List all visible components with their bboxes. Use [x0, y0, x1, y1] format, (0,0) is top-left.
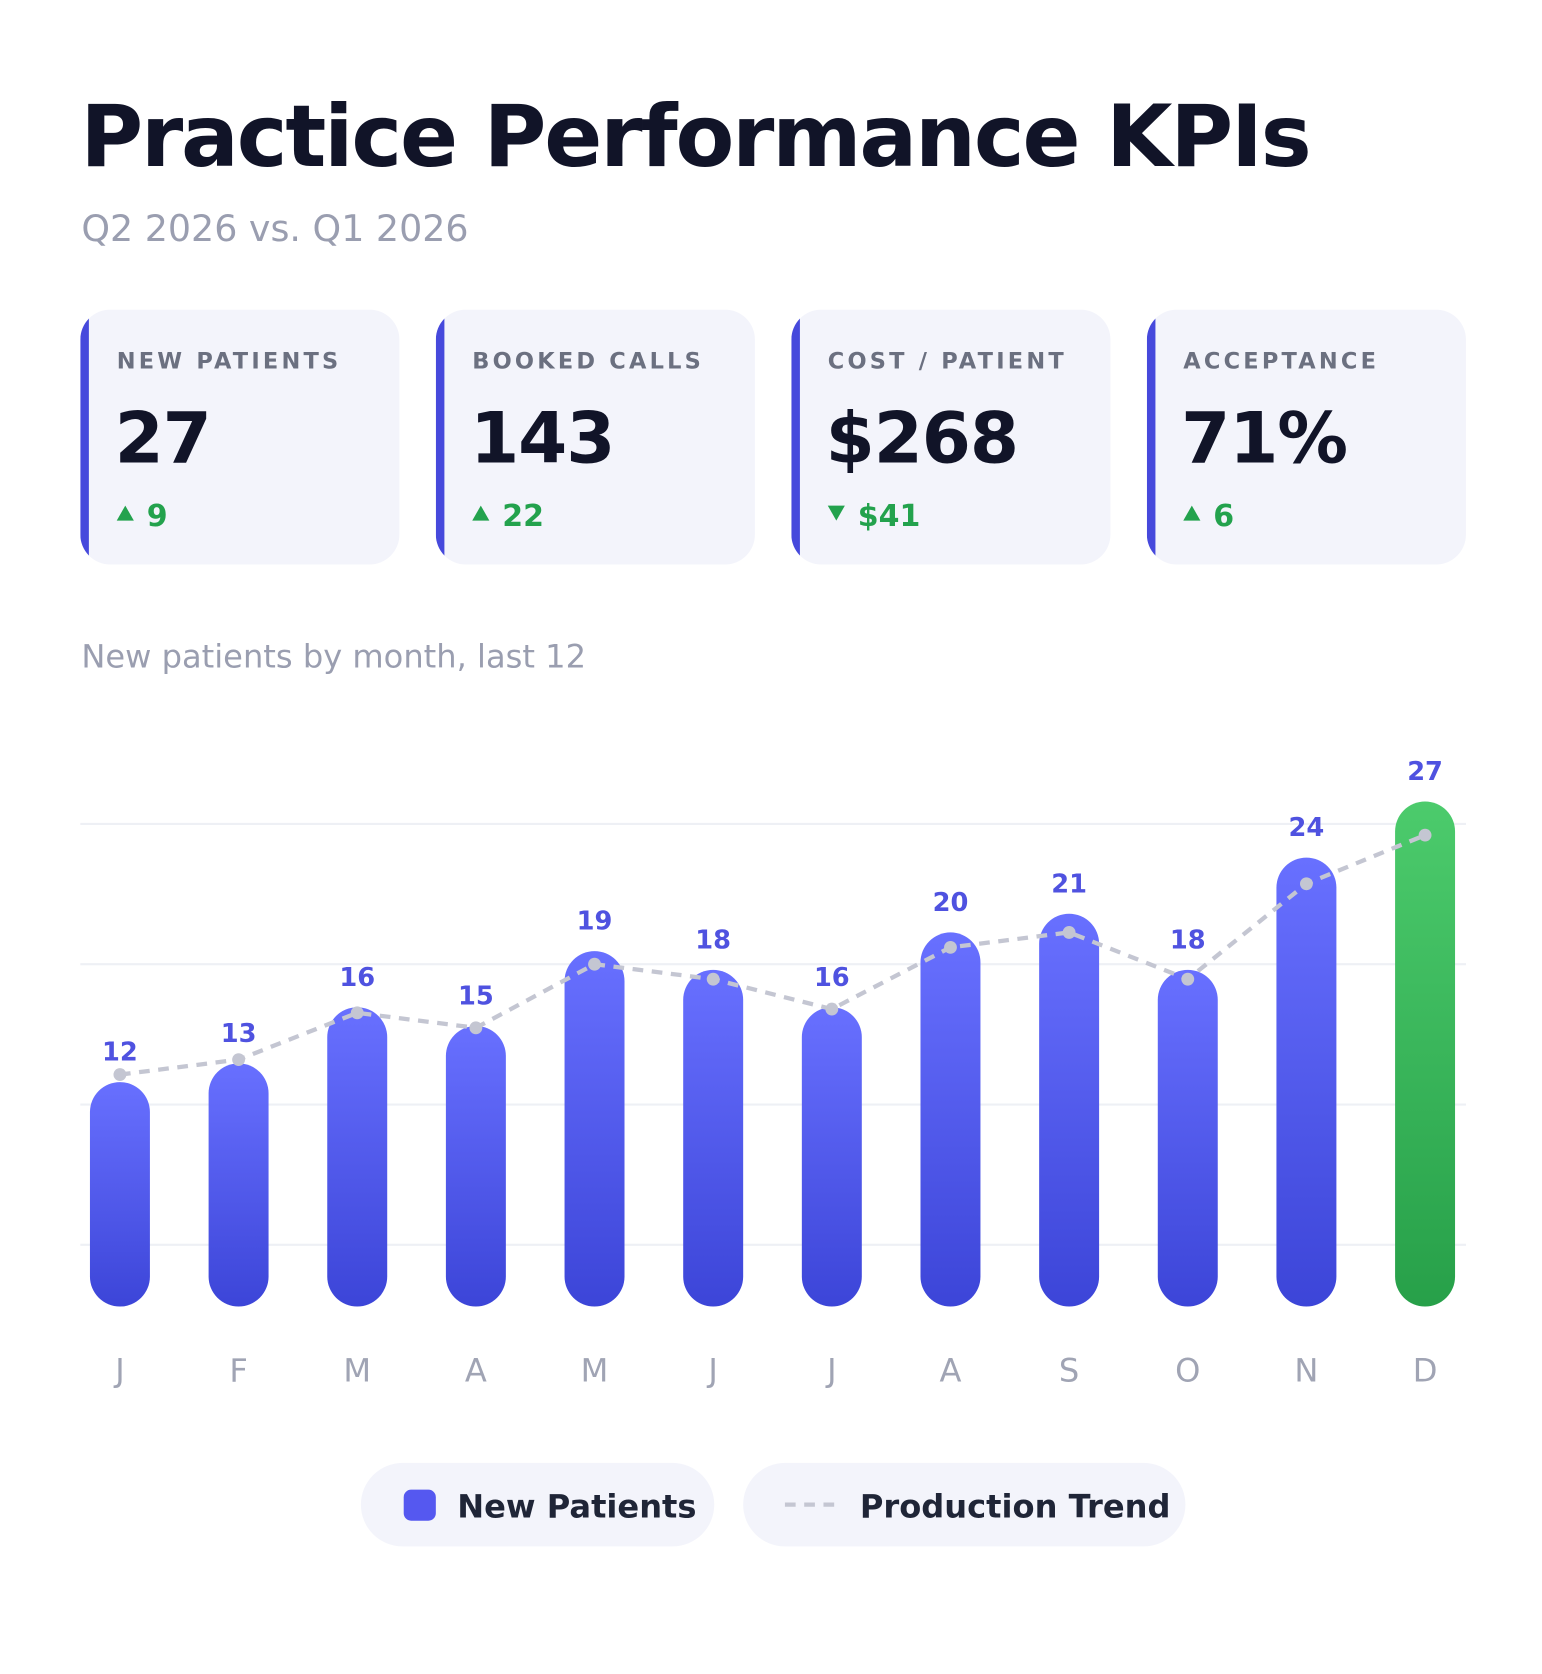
chart-title: New patients by month, last 12 [81, 637, 586, 675]
bar [327, 1007, 388, 1307]
bar [1395, 801, 1456, 1307]
x-tick-label: J [825, 1352, 836, 1390]
kpi-card: ACCEPTANCE 71% 6 [1146, 309, 1466, 565]
bar [683, 969, 744, 1307]
kpi-card-body [80, 309, 400, 565]
kpi-card-body [1146, 309, 1466, 565]
trend-point [469, 1021, 483, 1035]
trend-point [706, 972, 720, 986]
card-background [1146, 309, 1466, 565]
card-accent [80, 309, 89, 565]
card-background [791, 309, 1111, 565]
data-label: 27 [1407, 757, 1443, 787]
x-tick-label: N [1294, 1352, 1318, 1390]
subtitle: Q2 2026 vs. Q1 2026 [81, 207, 468, 250]
card-accent [791, 309, 800, 565]
card-accent [1146, 309, 1156, 565]
trend-point [944, 940, 957, 954]
trend-point [1299, 877, 1313, 891]
trend-point [588, 957, 601, 971]
legend-label: Production Trend [860, 1488, 1171, 1526]
kpi-label: BOOKED CALLS [472, 349, 704, 375]
kpi-label: NEW PATIENTS [117, 349, 342, 375]
data-label: 16 [339, 963, 375, 993]
trend-point [232, 1053, 246, 1067]
kpi-value: $268 [826, 397, 1018, 480]
delta-arrow [1183, 505, 1201, 521]
kpi-card-body [435, 309, 755, 565]
delta-arrow [472, 505, 490, 521]
data-label: 12 [102, 1038, 138, 1068]
bar [1157, 969, 1218, 1307]
card-background [80, 309, 400, 565]
x-tick-label: M [581, 1352, 609, 1390]
trend-point [350, 1006, 364, 1020]
delta-arrow [116, 505, 134, 521]
legend-label: New Patients [457, 1488, 696, 1526]
trend-point [1062, 925, 1076, 939]
bar [564, 951, 625, 1307]
x-tick-label: J [113, 1352, 124, 1390]
trend-point [113, 1068, 127, 1082]
data-label: 20 [933, 888, 969, 918]
bar [801, 1007, 862, 1307]
kpi-delta: 22 [502, 499, 544, 534]
x-tick-label: F [229, 1352, 247, 1390]
trend-point [1181, 972, 1195, 986]
bar [1039, 913, 1100, 1307]
kpi-card-body [791, 309, 1111, 565]
trend-point [1418, 828, 1432, 842]
data-label: 24 [1289, 813, 1325, 843]
kpi-delta: 6 [1213, 499, 1234, 534]
data-label: 19 [577, 907, 613, 937]
bar [1276, 857, 1337, 1307]
trend-line [119, 833, 1426, 1077]
data-label: 16 [814, 963, 850, 993]
kpi-card: COST / PATIENT $268 $41 [791, 309, 1111, 565]
data-label: 13 [221, 1019, 257, 1049]
kpi-delta: 9 [147, 499, 168, 534]
x-tick-label: D [1413, 1352, 1438, 1390]
x-tick-label: A [939, 1352, 961, 1390]
data-label: 18 [695, 925, 731, 955]
kpi-card: BOOKED CALLS 143 22 [435, 309, 755, 565]
x-tick-label: S [1059, 1352, 1079, 1390]
bar [208, 1063, 269, 1307]
data-label: 18 [1170, 925, 1206, 955]
x-tick-label: J [706, 1352, 717, 1390]
card-accent [435, 309, 445, 565]
kpi-label: ACCEPTANCE [1183, 349, 1379, 375]
kpi-value: 27 [115, 397, 211, 480]
bar [445, 1025, 506, 1307]
delta-arrow [827, 505, 845, 521]
data-label: 15 [458, 982, 494, 1012]
bar [920, 932, 981, 1307]
trend-point [825, 1002, 839, 1016]
data-label: 21 [1051, 869, 1087, 899]
kpi-card: NEW PATIENTS 27 9 [80, 309, 400, 565]
card-background [435, 309, 755, 565]
title: Practice Performance KPIs [80, 87, 1309, 187]
legend-pill [360, 1462, 715, 1547]
legend-swatch [403, 1489, 436, 1521]
kpi-delta: $41 [858, 499, 921, 534]
kpi-value: 143 [470, 397, 614, 480]
kpi-value: 71% [1181, 397, 1347, 480]
x-tick-label: A [465, 1352, 487, 1390]
bar [89, 1082, 150, 1307]
legend-pill [743, 1462, 1186, 1547]
x-tick-label: O [1175, 1352, 1200, 1390]
kpi-label: COST / PATIENT [828, 349, 1067, 375]
x-tick-label: M [343, 1352, 371, 1390]
